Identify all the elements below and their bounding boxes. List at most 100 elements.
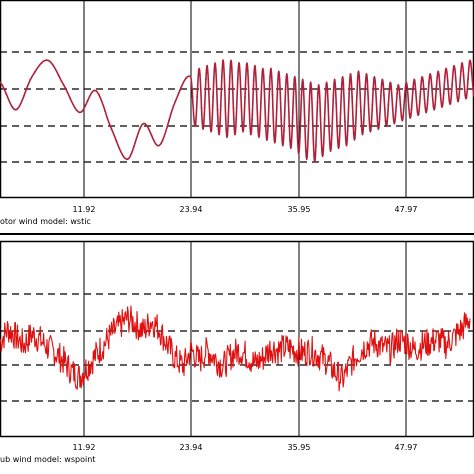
data-point	[422, 79, 424, 82]
data-point	[362, 120, 365, 123]
data-point	[469, 62, 472, 65]
data-point	[416, 110, 419, 113]
data-point	[189, 75, 192, 78]
data-point	[467, 78, 469, 81]
data-point	[438, 73, 440, 76]
data-point	[212, 96, 215, 98]
data-point	[364, 86, 367, 89]
x-tick-label: 11.92	[73, 205, 96, 214]
data-point	[213, 63, 216, 66]
data-point	[239, 86, 242, 88]
data-point	[245, 63, 248, 66]
data-point	[273, 133, 275, 136]
data-point	[323, 118, 326, 121]
data-point	[361, 133, 364, 136]
data-point	[442, 97, 445, 100]
data-point	[290, 145, 293, 148]
data-point	[209, 124, 212, 127]
data-point	[285, 73, 288, 75]
data-point	[40, 62, 43, 64]
data-point	[448, 99, 451, 102]
data-point	[385, 124, 388, 127]
data-point	[203, 114, 206, 116]
data-point	[384, 120, 387, 123]
data-point	[332, 94, 335, 96]
data-point	[464, 94, 467, 97]
data-point	[406, 84, 408, 87]
data-point	[297, 152, 300, 155]
data-point	[121, 154, 124, 157]
data-point	[139, 127, 142, 129]
x-tick-label: 35.95	[288, 443, 311, 452]
data-point	[250, 133, 252, 136]
data-point	[461, 62, 463, 64]
data-point	[336, 140, 339, 143]
data-point	[371, 103, 374, 106]
data-point	[409, 117, 412, 119]
data-point	[244, 96, 246, 99]
data-point	[284, 88, 287, 91]
data-point	[383, 94, 385, 97]
data-point	[396, 92, 399, 95]
data-point	[441, 106, 444, 108]
data-point	[328, 125, 330, 128]
data-point	[287, 99, 290, 102]
data-point	[261, 69, 264, 72]
data-point	[191, 95, 194, 98]
data-point	[161, 139, 164, 142]
model-label: otor wind model: wstic	[0, 217, 91, 226]
data-point	[310, 89, 313, 92]
data-point	[423, 99, 426, 101]
data-point	[185, 77, 187, 80]
data-point	[453, 68, 456, 71]
data-point	[378, 117, 381, 120]
data-point	[246, 69, 249, 72]
data-point	[214, 69, 217, 72]
x-tick-label: 35.95	[288, 205, 311, 214]
model-label: ub wind model: wspoint	[0, 455, 95, 464]
data-point	[313, 161, 316, 163]
data-point	[22, 95, 25, 97]
data-point	[325, 83, 328, 86]
data-point	[280, 118, 283, 121]
data-point	[465, 96, 468, 99]
data-point	[257, 128, 260, 131]
data-point	[305, 149, 307, 152]
data-point	[216, 108, 219, 111]
data-point	[34, 70, 36, 73]
data-point	[252, 79, 255, 82]
data-point	[380, 89, 383, 92]
x-tick-label: 47.97	[395, 205, 418, 214]
data-point	[389, 82, 391, 85]
data-point	[344, 120, 346, 123]
data-point	[0, 81, 1, 84]
data-point	[349, 73, 352, 75]
data-point	[156, 144, 159, 147]
data-point	[293, 77, 296, 80]
data-point	[97, 93, 100, 96]
data-point	[374, 81, 377, 83]
series-line	[0, 305, 471, 392]
data-point	[196, 95, 199, 98]
data-point	[232, 107, 235, 109]
data-point	[278, 78, 281, 81]
data-point	[235, 118, 238, 121]
data-point	[194, 123, 197, 126]
data-point	[29, 78, 32, 81]
data-point	[126, 158, 129, 161]
data-point	[267, 123, 269, 126]
data-point	[115, 139, 118, 142]
data-point	[387, 103, 390, 106]
data-point	[345, 144, 348, 147]
data-point	[444, 76, 446, 78]
data-point	[359, 110, 362, 113]
data-point	[458, 92, 461, 94]
data-point	[417, 113, 420, 115]
data-point	[197, 69, 200, 71]
data-point	[16, 107, 19, 110]
data-point	[210, 128, 213, 131]
data-point	[86, 99, 89, 102]
data-point	[317, 84, 320, 86]
data-point	[242, 128, 245, 131]
